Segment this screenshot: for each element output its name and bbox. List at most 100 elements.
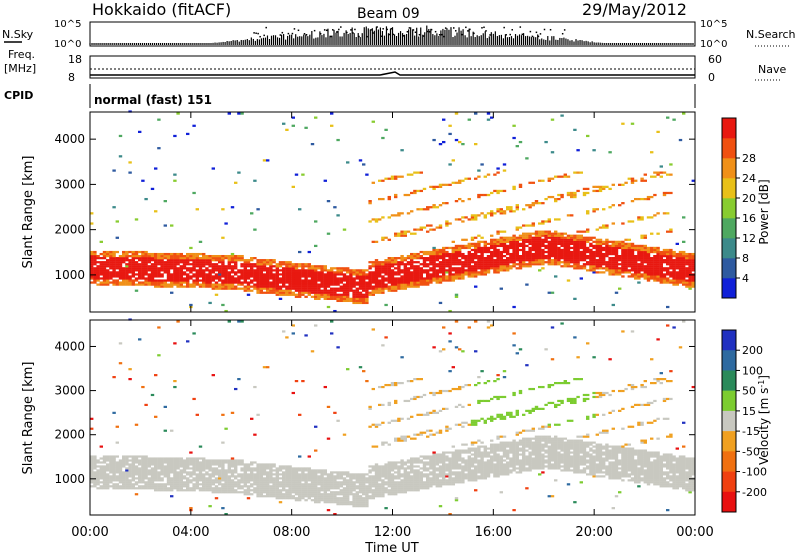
velocity-cell xyxy=(138,461,142,464)
power-cell xyxy=(99,277,103,280)
power-cell xyxy=(630,250,635,254)
power-cell xyxy=(653,263,657,266)
power-cell xyxy=(96,271,100,274)
power-cell xyxy=(672,279,676,282)
power-cell xyxy=(387,277,391,280)
velocity-cell xyxy=(266,479,270,482)
power-cell xyxy=(262,279,267,282)
power-cell xyxy=(515,250,519,254)
power-cell xyxy=(326,200,331,203)
power-cell xyxy=(179,254,183,258)
power-cell xyxy=(547,220,551,223)
power-cell xyxy=(390,261,395,264)
power-cell xyxy=(576,234,580,237)
velocity-cell xyxy=(96,487,100,490)
power-cell xyxy=(387,279,391,282)
power-cell xyxy=(499,257,503,260)
nsearch-point xyxy=(325,29,328,32)
power-cell xyxy=(595,242,599,246)
power-cell xyxy=(496,171,500,174)
power-cell xyxy=(118,275,123,278)
power-colorbar-frame xyxy=(721,117,737,299)
power-cell xyxy=(528,252,532,256)
velocity-cell xyxy=(304,334,308,337)
power-cell xyxy=(432,273,436,276)
power-cell xyxy=(237,275,241,278)
power-cell xyxy=(496,254,500,258)
power-cell xyxy=(422,187,427,191)
velocity-cell xyxy=(224,491,228,494)
power-cell xyxy=(611,303,615,307)
power-cell xyxy=(182,267,187,270)
power-cell xyxy=(118,277,123,280)
power-cell xyxy=(477,273,481,276)
velocity-cell xyxy=(288,465,292,468)
power-cell xyxy=(106,261,110,264)
power-cell xyxy=(608,273,612,276)
velocity-cell xyxy=(259,471,263,474)
power-cell xyxy=(218,273,222,276)
power-cell xyxy=(550,195,555,199)
power-cell xyxy=(502,169,507,172)
power-cell xyxy=(384,128,388,131)
power-cell xyxy=(138,257,142,260)
power-cell xyxy=(474,263,478,266)
velocity-cell xyxy=(106,479,110,482)
power-cell xyxy=(144,277,148,280)
velocity-cell xyxy=(192,467,196,470)
power-cell xyxy=(176,257,180,260)
power-cell xyxy=(259,279,263,282)
velocity-cell xyxy=(298,475,302,478)
power-cell xyxy=(438,224,443,227)
power-cell xyxy=(256,283,260,286)
power-cell xyxy=(330,289,334,292)
velocity-cell xyxy=(250,471,254,474)
power-cell xyxy=(234,281,238,284)
power-cell xyxy=(374,220,379,223)
power-cell xyxy=(301,265,305,268)
velocity-cell xyxy=(109,455,113,458)
power-cell xyxy=(666,250,670,254)
power-cell xyxy=(374,273,379,276)
power-cell xyxy=(637,271,641,274)
velocity-cell xyxy=(173,342,177,345)
power-cell xyxy=(682,277,686,280)
velocity-cell xyxy=(330,332,334,335)
power-cell xyxy=(176,259,180,262)
power-cell xyxy=(614,257,619,260)
velocity-cell xyxy=(218,483,222,486)
power-cell xyxy=(246,259,251,262)
power-cell xyxy=(627,259,631,262)
power-cell xyxy=(189,254,193,258)
power-cell xyxy=(675,254,679,258)
power-cell xyxy=(451,259,455,262)
power-cell xyxy=(205,275,209,278)
power-cell xyxy=(349,271,353,274)
power-cell xyxy=(250,269,254,272)
velocity-cell xyxy=(182,463,187,466)
power-cell xyxy=(346,295,350,298)
power-cell xyxy=(243,265,247,268)
power-cell xyxy=(189,259,193,262)
power-cell xyxy=(480,252,484,256)
power-cell xyxy=(486,269,491,272)
power-cell xyxy=(432,254,436,258)
power-cell xyxy=(675,259,679,262)
velocity-cell xyxy=(259,479,263,482)
power-cell xyxy=(579,240,583,243)
power-cell xyxy=(490,191,494,195)
power-cell xyxy=(208,301,212,305)
power-cell xyxy=(595,185,599,188)
power-cell xyxy=(614,242,619,246)
power-cell xyxy=(102,265,107,268)
power-cell xyxy=(362,287,366,290)
velocity-cell xyxy=(205,463,209,466)
power-cell xyxy=(378,273,382,276)
power-cell xyxy=(272,289,276,292)
velocity-cell xyxy=(317,481,321,484)
power-cell xyxy=(381,263,385,266)
power-cell xyxy=(160,265,164,268)
power-cell xyxy=(362,301,366,305)
velocity-cell xyxy=(326,481,331,484)
nave-tick-top: 60 xyxy=(708,53,722,66)
